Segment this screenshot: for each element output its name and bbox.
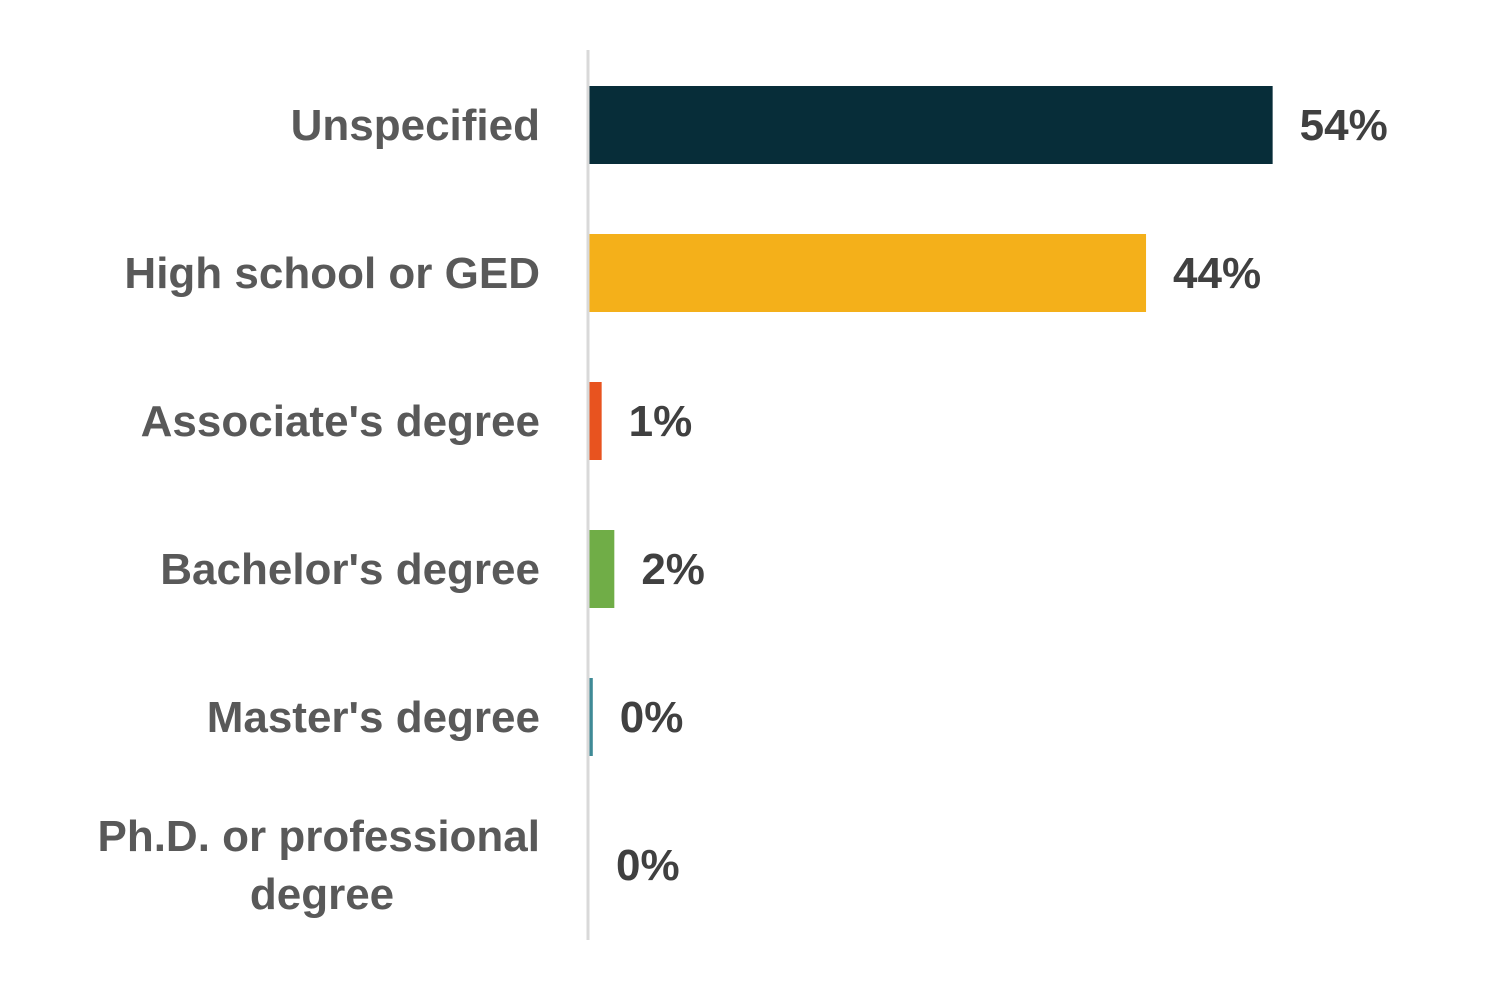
category-label-2: Associate's degree: [141, 397, 540, 446]
category-label-4: Master's degree: [207, 693, 540, 742]
data-label-5: 0%: [616, 841, 680, 890]
bar-4: [589, 678, 593, 756]
category-label-0: Unspecified: [291, 101, 540, 150]
bar-3: [589, 530, 615, 608]
data-label-0: 54%: [1300, 101, 1388, 150]
bars-group: [589, 86, 1273, 756]
bar-2: [589, 382, 602, 460]
category-label-5: Ph.D. or professional degree: [97, 812, 540, 919]
category-label-1: High school or GED: [124, 249, 540, 298]
data-label-2: 1%: [629, 397, 693, 446]
category-label-line: Ph.D. or professional: [97, 812, 540, 861]
data-labels-group: 54% 44% 1% 2% 0% 0%: [616, 101, 1388, 890]
data-label-1: 44%: [1173, 249, 1261, 298]
category-labels-group: Unspecified High school or GED Associate's…: [97, 101, 540, 919]
data-label-4: 0%: [620, 693, 684, 742]
bar-0: [589, 86, 1273, 164]
category-label-line: degree: [250, 870, 394, 919]
bar-1: [589, 234, 1147, 312]
data-label-3: 2%: [641, 545, 705, 594]
category-label-3: Bachelor's degree: [160, 545, 540, 594]
